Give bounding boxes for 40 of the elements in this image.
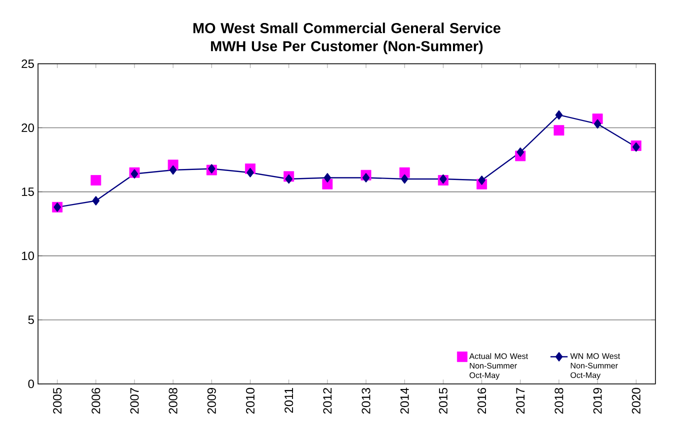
x-tick-label: 2016: [478, 388, 486, 414]
x-tick-label: 2015: [438, 388, 448, 414]
x-tick-label: 2007: [130, 388, 139, 414]
point: [322, 178, 333, 190]
point: [90, 175, 102, 186]
y-tick-label: 20: [22, 123, 34, 132]
point: [246, 168, 254, 178]
x-tick-label: 2008: [168, 388, 178, 414]
y-tick-label: 0: [28, 380, 34, 388]
y-tick-label: 10: [22, 252, 34, 260]
point: [478, 176, 486, 185]
point: [362, 173, 370, 182]
legend-label: Actual MO West Non-Summer Oct-May: [469, 353, 528, 380]
point: [400, 174, 408, 184]
legend-label: WN MO West Non-Summer Oct-May: [570, 353, 620, 380]
x-tick-label: 2011: [284, 388, 294, 413]
x-tick-label: 2014: [400, 388, 409, 414]
x-tick-label: 2012: [323, 388, 332, 414]
x-tick-label: 2013: [362, 388, 370, 414]
x-tick-label: 2018: [554, 388, 564, 414]
y-tick-label: 15: [22, 188, 34, 196]
point: [554, 125, 564, 136]
point: [324, 173, 332, 182]
point: [92, 196, 100, 206]
x-tick-label: 2019: [593, 388, 602, 414]
x-tick-label: 2009: [207, 388, 216, 414]
x-tick-label: 2010: [246, 388, 255, 414]
point: [285, 174, 292, 184]
point: [555, 110, 563, 120]
point: [169, 165, 177, 175]
x-tick-label: 2017: [516, 388, 525, 414]
point: [516, 147, 524, 157]
x-tick-label: 2005: [53, 388, 62, 414]
chart-title: MO West Small Commercial General Service MWH Use Per Customer (Non-Summer): [193, 22, 500, 54]
x-tick-label: 2020: [632, 388, 640, 414]
point: [399, 167, 410, 178]
y-tick-label: 5: [28, 316, 34, 324]
y-tick-label: 25: [22, 59, 34, 68]
point: [594, 119, 602, 129]
x-tick-label: 2006: [92, 388, 100, 414]
